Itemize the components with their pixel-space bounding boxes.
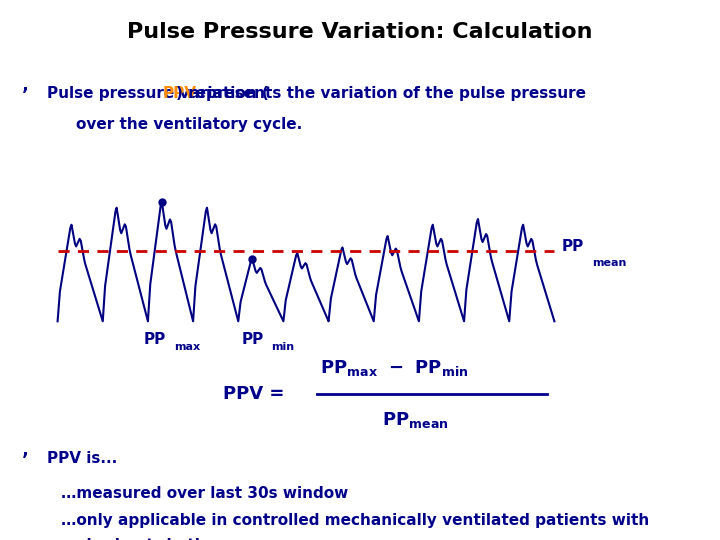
Text: max: max <box>174 342 200 352</box>
Text: regular beat rhythm: regular beat rhythm <box>47 538 221 540</box>
Text: PP: PP <box>241 332 264 347</box>
Text: …measured over last 30s window: …measured over last 30s window <box>61 486 348 501</box>
Text: min: min <box>271 342 294 352</box>
Text: $\mathbf{PP_{max}}$  $\mathbf{-}$  $\mathbf{PP_{min}}$: $\mathbf{PP_{max}}$ $\mathbf{-}$ $\mathb… <box>320 358 469 379</box>
Text: mean: mean <box>592 258 626 268</box>
Text: $\mathbf{PP_{mean}}$: $\mathbf{PP_{mean}}$ <box>382 410 449 430</box>
Text: PPV: PPV <box>163 86 197 102</box>
Text: PPV =: PPV = <box>223 385 291 403</box>
Text: ) represents the variation of the pulse pressure: ) represents the variation of the pulse … <box>176 86 586 102</box>
Text: Pulse Pressure Variation: Calculation: Pulse Pressure Variation: Calculation <box>127 22 593 42</box>
Text: PPV is...: PPV is... <box>47 451 117 466</box>
Text: ’: ’ <box>22 86 29 104</box>
Text: PP: PP <box>144 332 166 347</box>
Text: over the ventilatory cycle.: over the ventilatory cycle. <box>76 117 302 132</box>
Text: PP: PP <box>562 239 584 254</box>
Text: ’: ’ <box>22 451 29 469</box>
Text: …only applicable in controlled mechanically ventilated patients with: …only applicable in controlled mechanica… <box>61 513 649 528</box>
Text: Pulse pressure variation (: Pulse pressure variation ( <box>47 86 269 102</box>
